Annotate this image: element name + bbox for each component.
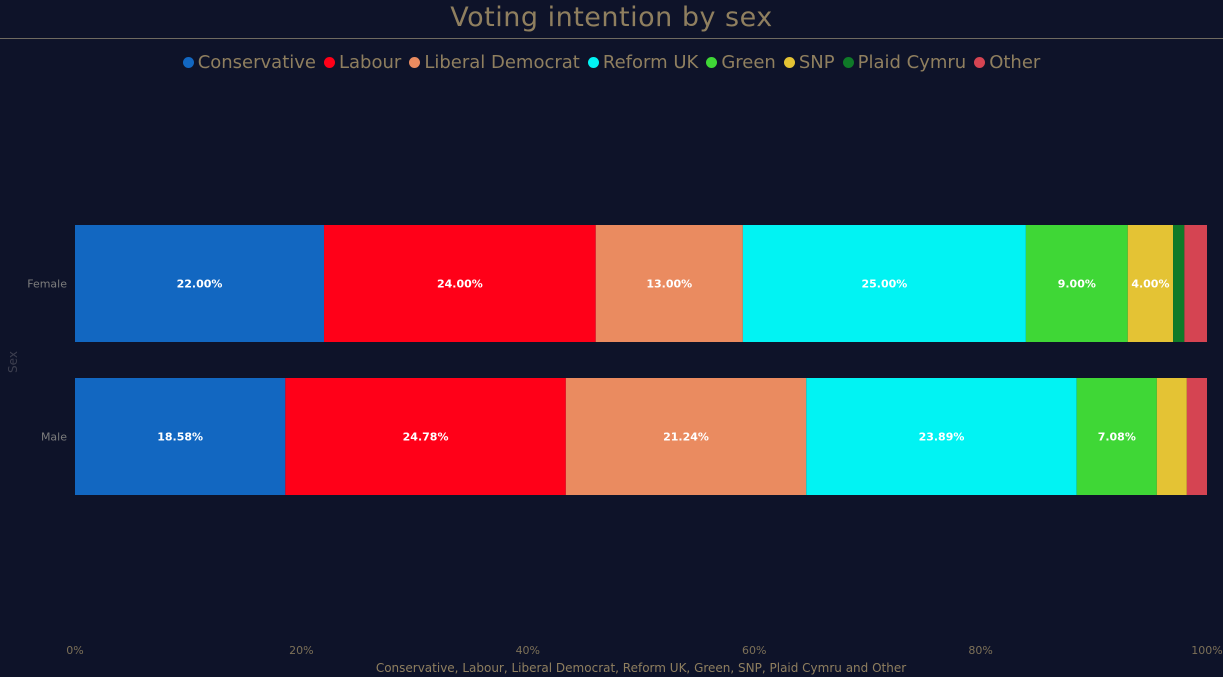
data-label: 7.08% — [1098, 431, 1136, 444]
y-axis-title: Sex — [6, 351, 20, 373]
legend-swatch — [324, 57, 335, 68]
legend-swatch — [783, 57, 795, 68]
category-label: Female — [27, 278, 67, 291]
legend-item[interactable]: Liberal Democrat — [409, 52, 580, 73]
title-divider — [0, 38, 1223, 39]
bar-segment[interactable] — [75, 225, 325, 342]
data-label: 22.00% — [177, 278, 223, 291]
bar-segment[interactable] — [1184, 225, 1207, 342]
data-label: 13.00% — [646, 278, 692, 291]
legend-label: Green — [721, 52, 776, 73]
bar-segment[interactable] — [324, 225, 596, 342]
legend-swatch — [842, 57, 854, 68]
data-label: 25.00% — [861, 278, 907, 291]
chart-title: Voting intention by sex — [450, 2, 773, 33]
legend-swatch — [974, 57, 986, 68]
category-label: Male — [41, 431, 67, 444]
data-label: 4.00% — [1131, 278, 1169, 291]
legend-swatch — [706, 57, 718, 68]
data-label: 9.00% — [1058, 278, 1096, 291]
data-label: 24.78% — [403, 431, 449, 444]
bar-segment[interactable] — [1173, 225, 1185, 342]
legend-label: Liberal Democrat — [424, 52, 580, 73]
x-tick-label: 60% — [742, 644, 766, 657]
bar-segment[interactable] — [1076, 378, 1157, 495]
legend-item[interactable]: Green — [706, 52, 776, 73]
legend-label: SNP — [798, 52, 835, 73]
legend-label: Reform UK — [602, 52, 699, 73]
legend-swatch — [409, 57, 421, 68]
x-tick-label: 100% — [1191, 644, 1222, 657]
legend-item[interactable]: Reform UK — [587, 52, 699, 73]
legend-item[interactable]: Labour — [324, 52, 401, 73]
bar-segment[interactable] — [565, 378, 807, 495]
bar-segment[interactable] — [1025, 225, 1128, 342]
data-label: 18.58% — [157, 431, 203, 444]
bar-segment[interactable] — [1127, 225, 1174, 342]
x-tick-label: 0% — [66, 644, 83, 657]
legend-label: Conservative — [197, 52, 316, 73]
legend-item[interactable]: Conservative — [182, 52, 316, 73]
bar-segment[interactable] — [1156, 378, 1187, 495]
legend-item[interactable]: Plaid Cymru — [842, 52, 967, 73]
legend-label: Labour — [339, 52, 402, 73]
x-tick-label: 20% — [289, 644, 313, 657]
bar-segment[interactable] — [1186, 378, 1207, 495]
legend-label: Plaid Cymru — [857, 52, 967, 73]
legend-swatch — [182, 57, 194, 68]
legend-item[interactable]: SNP — [783, 52, 835, 73]
data-label: 23.89% — [919, 431, 965, 444]
bar-segment[interactable] — [75, 378, 286, 495]
legend-swatch — [587, 57, 599, 68]
bar-segment[interactable] — [742, 225, 1026, 342]
bar-segment[interactable] — [595, 225, 743, 342]
bar-segment[interactable] — [285, 378, 566, 495]
x-tick-label: 40% — [516, 644, 540, 657]
x-tick-label: 80% — [968, 644, 992, 657]
data-label: 24.00% — [437, 278, 483, 291]
bar-segment[interactable] — [806, 378, 1077, 495]
legend-label: Other — [989, 52, 1041, 73]
legend: Conservative Labour Liberal Democrat Reform… — [0, 52, 1223, 73]
legend-item[interactable]: Other — [974, 52, 1040, 73]
x-axis-title: Conservative, Labour, Liberal Democrat, … — [376, 661, 906, 675]
data-label: 21.24% — [663, 431, 709, 444]
